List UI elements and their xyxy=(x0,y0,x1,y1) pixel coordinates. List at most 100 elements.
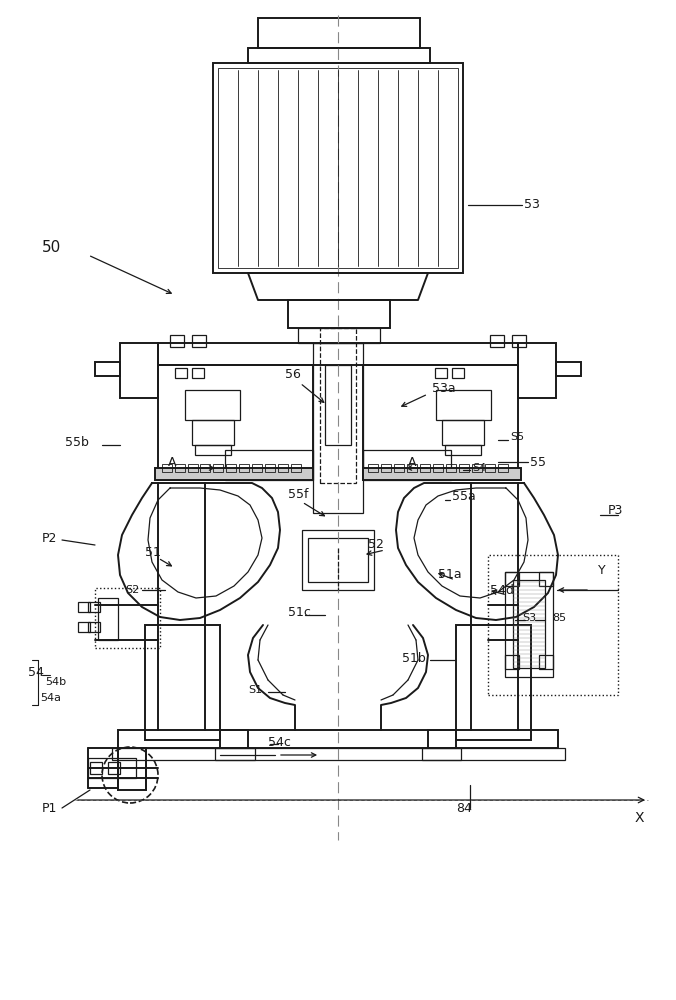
Bar xyxy=(435,368,447,378)
Bar xyxy=(252,464,262,472)
Bar xyxy=(192,368,204,378)
Bar xyxy=(145,625,220,740)
Bar xyxy=(325,365,351,445)
Bar xyxy=(226,464,236,472)
Text: 51a: 51a xyxy=(438,568,462,582)
Bar xyxy=(88,758,136,778)
Text: 85: 85 xyxy=(552,613,566,623)
Bar xyxy=(162,464,172,472)
Bar xyxy=(213,464,223,472)
Bar xyxy=(225,450,313,480)
Bar xyxy=(485,464,495,472)
Bar xyxy=(452,368,464,378)
Bar xyxy=(394,464,404,472)
Bar xyxy=(118,748,146,790)
Text: 50: 50 xyxy=(42,240,62,255)
Text: 52: 52 xyxy=(368,538,384,552)
Bar xyxy=(505,572,519,586)
Bar xyxy=(556,362,581,376)
Bar xyxy=(320,328,356,483)
Bar xyxy=(120,343,158,398)
Bar xyxy=(239,464,249,472)
Text: S4: S4 xyxy=(472,463,486,473)
Bar xyxy=(95,588,160,648)
Text: 55f: 55f xyxy=(288,488,308,502)
Bar xyxy=(498,464,508,472)
Bar xyxy=(118,730,248,748)
Bar xyxy=(90,762,102,774)
Bar xyxy=(442,420,484,445)
Bar xyxy=(95,362,120,376)
Bar xyxy=(445,445,481,455)
Text: 84: 84 xyxy=(456,802,472,814)
Bar xyxy=(88,602,100,612)
Bar xyxy=(407,464,417,472)
Bar xyxy=(192,335,206,347)
Bar xyxy=(213,63,463,273)
Text: 54d: 54d xyxy=(490,584,514,596)
Bar xyxy=(195,445,231,455)
Bar xyxy=(420,464,430,472)
Text: X: X xyxy=(635,811,644,825)
Text: 51: 51 xyxy=(145,546,161,558)
Text: 54c: 54c xyxy=(268,736,291,748)
Bar xyxy=(258,18,420,48)
Bar xyxy=(98,598,118,640)
Text: S1: S1 xyxy=(248,685,262,695)
Bar xyxy=(108,762,120,774)
Bar xyxy=(363,365,518,480)
Bar xyxy=(302,530,374,590)
Text: Y: Y xyxy=(598,564,606,576)
Text: P2: P2 xyxy=(42,532,57,544)
Bar xyxy=(248,48,430,63)
Text: 51c: 51c xyxy=(288,605,311,618)
Bar xyxy=(513,580,545,668)
Bar xyxy=(488,555,618,695)
Bar xyxy=(278,464,288,472)
Bar xyxy=(472,464,482,472)
Bar xyxy=(185,390,240,420)
Bar xyxy=(288,300,390,328)
Text: 54: 54 xyxy=(28,666,44,678)
Bar xyxy=(313,343,363,513)
Bar xyxy=(512,335,526,347)
Bar xyxy=(265,464,275,472)
Bar xyxy=(291,464,301,472)
Bar xyxy=(218,68,458,268)
Bar xyxy=(363,450,451,480)
Bar xyxy=(363,468,521,480)
Bar xyxy=(308,538,368,582)
Bar xyxy=(428,730,558,748)
Bar xyxy=(155,468,313,480)
Bar xyxy=(456,625,531,740)
Text: S2: S2 xyxy=(125,585,139,595)
Text: S5: S5 xyxy=(510,432,524,442)
Text: P1: P1 xyxy=(42,802,57,814)
Bar xyxy=(192,420,234,445)
Bar xyxy=(433,464,443,472)
Bar xyxy=(422,748,565,760)
Bar xyxy=(505,655,519,669)
Bar xyxy=(200,464,210,472)
Text: 56: 56 xyxy=(285,368,301,381)
Bar xyxy=(539,572,553,586)
Bar xyxy=(459,464,469,472)
Bar xyxy=(446,464,456,472)
Text: 53a: 53a xyxy=(432,381,456,394)
Bar xyxy=(112,748,255,760)
Text: A: A xyxy=(408,456,416,468)
Text: S3: S3 xyxy=(522,613,536,623)
Bar xyxy=(78,602,90,612)
Bar xyxy=(518,343,556,398)
Text: 54b: 54b xyxy=(45,677,66,687)
Bar xyxy=(158,365,313,480)
Bar xyxy=(436,390,491,420)
Bar xyxy=(215,748,461,760)
Text: 54a: 54a xyxy=(40,693,61,703)
Bar xyxy=(170,335,184,347)
Bar xyxy=(298,328,380,343)
Bar xyxy=(78,622,90,632)
Bar xyxy=(505,572,553,677)
Bar xyxy=(175,368,187,378)
Text: 51b: 51b xyxy=(402,652,426,664)
